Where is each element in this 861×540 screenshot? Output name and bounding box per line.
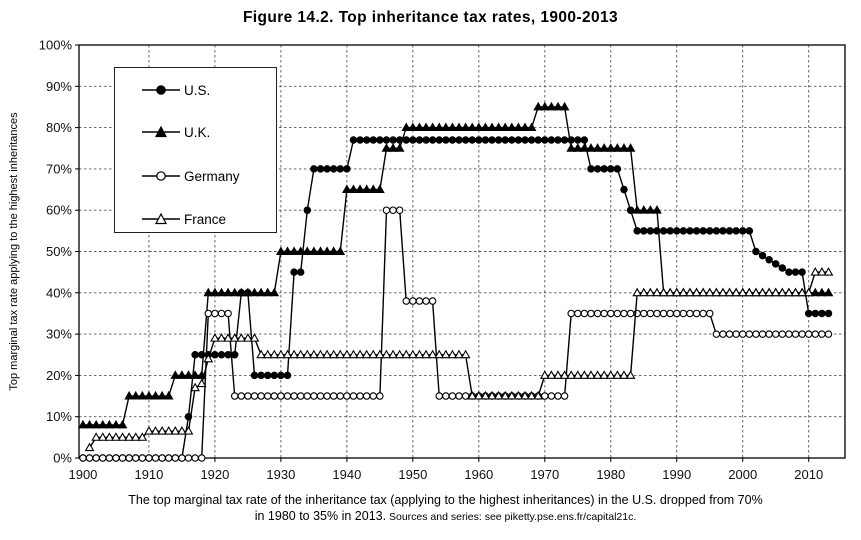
series-germany: [79, 206, 833, 462]
open-triangle-marker-icon: [142, 212, 180, 225]
legend-entry-uk: U.K.: [139, 124, 276, 140]
legend-entry-france: France: [139, 211, 276, 227]
svg-text:10%: 10%: [46, 409, 72, 424]
legend-entry-germany: Germany: [139, 168, 276, 184]
svg-text:1910: 1910: [134, 467, 163, 482]
svg-text:1950: 1950: [398, 467, 427, 482]
svg-text:1960: 1960: [464, 467, 493, 482]
svg-text:90%: 90%: [46, 79, 72, 94]
svg-text:1980: 1980: [596, 467, 625, 482]
chart-plot: 0% 10% 20% 30% 40% 50% 60% 70% 80% 90% 100% 1900 191…: [39, 38, 846, 482]
svg-text:1970: 1970: [530, 467, 559, 482]
svg-text:2000: 2000: [728, 467, 757, 482]
caption-source: Sources and series: see piketty.pse.ens.…: [386, 511, 637, 523]
chart-legend: U.S. U.K. Germany France: [114, 67, 277, 233]
svg-text:1940: 1940: [332, 467, 361, 482]
svg-text:40%: 40%: [46, 285, 72, 300]
caption-line-2: in 1980 to 35% in 2013.: [254, 509, 387, 523]
series-us: [79, 136, 833, 462]
open-circle-marker-icon: [142, 171, 180, 181]
svg-text:1990: 1990: [662, 467, 691, 482]
svg-text:70%: 70%: [46, 161, 72, 176]
figure-title: Figure 14.2. Top inheritance tax rates, …: [242, 9, 619, 26]
svg-text:2010: 2010: [794, 467, 823, 482]
svg-text:1930: 1930: [266, 467, 295, 482]
filled-circle-marker-icon: [142, 85, 180, 95]
svg-text:60%: 60%: [46, 203, 72, 218]
filled-triangle-marker-icon: [142, 125, 180, 138]
svg-text:1900: 1900: [68, 467, 97, 482]
legend-entry-us: U.S.: [139, 82, 276, 98]
legend-label-france: France: [184, 211, 227, 227]
caption-line-1: The top marginal tax rate of the inherit…: [128, 493, 763, 507]
svg-text:20%: 20%: [46, 368, 72, 383]
svg-text:1920: 1920: [200, 467, 229, 482]
figure-caption: The top marginal tax rate of the inherit…: [30, 492, 861, 525]
svg-text:30%: 30%: [46, 327, 72, 342]
svg-text:80%: 80%: [46, 120, 72, 135]
svg-text:100%: 100%: [39, 38, 73, 53]
series-france: [84, 267, 834, 452]
legend-label-uk: U.K.: [184, 124, 211, 140]
legend-label-us: U.S.: [184, 82, 211, 98]
legend-label-germany: Germany: [184, 168, 240, 184]
svg-text:50%: 50%: [46, 244, 72, 259]
svg-text:0%: 0%: [53, 451, 72, 466]
